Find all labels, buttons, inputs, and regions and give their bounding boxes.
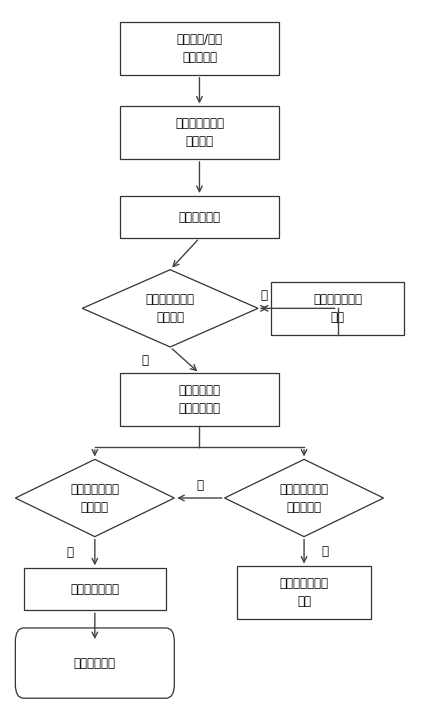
Text: 单次煎煮结束: 单次煎煮结束 — [74, 656, 116, 670]
FancyBboxPatch shape — [120, 196, 279, 238]
Text: 否: 否 — [261, 289, 268, 302]
Text: 关闭蒸汽调节阀: 关闭蒸汽调节阀 — [70, 583, 119, 596]
Text: 升温计时结束
煎煮计时开始: 升温计时结束 煎煮计时开始 — [179, 384, 220, 415]
Polygon shape — [225, 459, 384, 537]
Text: 蒸汽调节阀持续
调节: 蒸汽调节阀持续 调节 — [279, 577, 329, 608]
Text: 判断时间是否达
到设定值: 判断时间是否达 到设定值 — [70, 482, 119, 513]
Text: 蒸汽调节阀持续
调节: 蒸汽调节阀持续 调节 — [313, 293, 362, 324]
FancyBboxPatch shape — [271, 282, 404, 335]
Text: 判断温度是否达
到设定值: 判断温度是否达 到设定值 — [146, 293, 195, 324]
Text: 设定升温/煎煮
时间和温度: 设定升温/煎煮 时间和温度 — [176, 33, 223, 64]
Polygon shape — [82, 270, 258, 347]
FancyBboxPatch shape — [120, 373, 279, 426]
FancyBboxPatch shape — [237, 566, 371, 620]
Text: 是: 是 — [66, 546, 73, 559]
Text: 开启蒸汽阀和蒸
汽调节阀: 开启蒸汽阀和蒸 汽调节阀 — [175, 118, 224, 148]
Text: 否: 否 — [196, 479, 203, 492]
Polygon shape — [15, 459, 174, 537]
FancyBboxPatch shape — [120, 22, 279, 75]
FancyBboxPatch shape — [24, 569, 166, 610]
Text: 是: 是 — [321, 545, 329, 558]
Text: 是: 是 — [142, 354, 148, 367]
FancyBboxPatch shape — [15, 628, 174, 698]
FancyBboxPatch shape — [120, 106, 279, 159]
Text: 判断温度是否超
出设定范围: 判断温度是否超 出设定范围 — [279, 482, 329, 513]
Text: 升温计时开始: 升温计时开始 — [179, 210, 220, 224]
